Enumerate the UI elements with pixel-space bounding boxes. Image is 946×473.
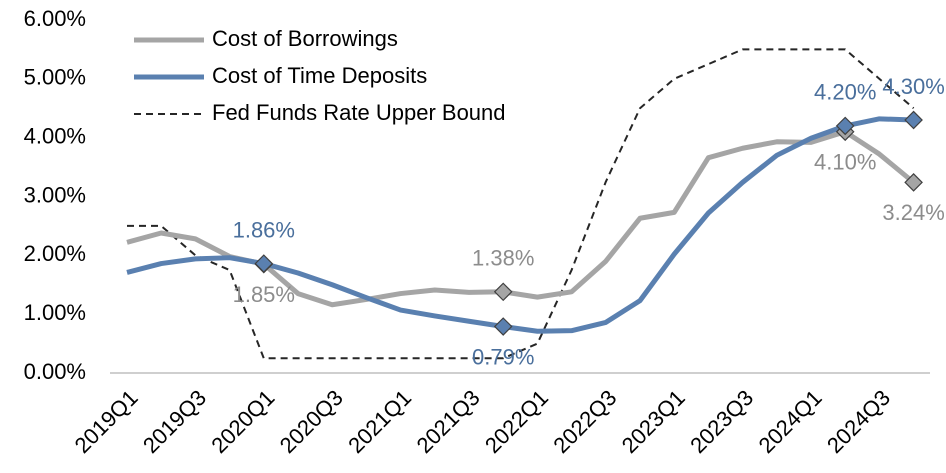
data-marker: [493, 317, 513, 336]
data-marker: [904, 110, 923, 130]
data-label: 4.20%: [814, 80, 876, 105]
y-tick-label: 5.00%: [24, 65, 86, 90]
series-line: [127, 48, 915, 360]
y-tick-label: 1.00%: [24, 300, 86, 325]
y-tick-label: 0.00%: [24, 359, 86, 384]
data-marker: [493, 282, 513, 302]
x-tick-label: 2019Q3: [138, 385, 211, 458]
x-tick-label: 2019Q1: [70, 385, 143, 458]
legend-label: Cost of Time Deposits: [212, 63, 427, 88]
data-marker: [254, 254, 274, 273]
x-tick-label: 2020Q1: [206, 385, 279, 458]
y-tick-label: 4.00%: [24, 123, 86, 148]
x-tick-label: 2020Q3: [275, 385, 348, 458]
data-label: 4.10%: [814, 150, 876, 175]
legend-label: Fed Funds Rate Upper Bound: [212, 100, 506, 125]
y-tick-label: 2.00%: [24, 241, 86, 266]
y-tick-label: 6.00%: [24, 6, 86, 31]
data-label: 1.38%: [472, 246, 534, 271]
x-tick-label: 2021Q1: [343, 385, 416, 458]
legend-label: Cost of Borrowings: [212, 26, 398, 51]
data-label: 0.79%: [472, 344, 534, 369]
data-label: 4.30%: [882, 74, 944, 99]
x-tick-label: 2021Q3: [412, 385, 485, 458]
x-tick-label: 2024Q3: [822, 385, 895, 458]
data-label: 1.85%: [233, 282, 295, 307]
x-tick-label: 2024Q1: [754, 385, 827, 458]
x-tick-label: 2023Q3: [685, 385, 758, 458]
data-marker: [835, 116, 855, 136]
x-tick-label: 2022Q1: [480, 385, 553, 458]
data-label: 1.86%: [233, 217, 295, 242]
y-tick-label: 3.00%: [24, 182, 86, 207]
data-marker: [904, 173, 923, 192]
x-tick-label: 2022Q3: [548, 385, 621, 458]
data-label: 3.24%: [882, 200, 944, 225]
x-tick-label: 2023Q1: [617, 385, 690, 458]
